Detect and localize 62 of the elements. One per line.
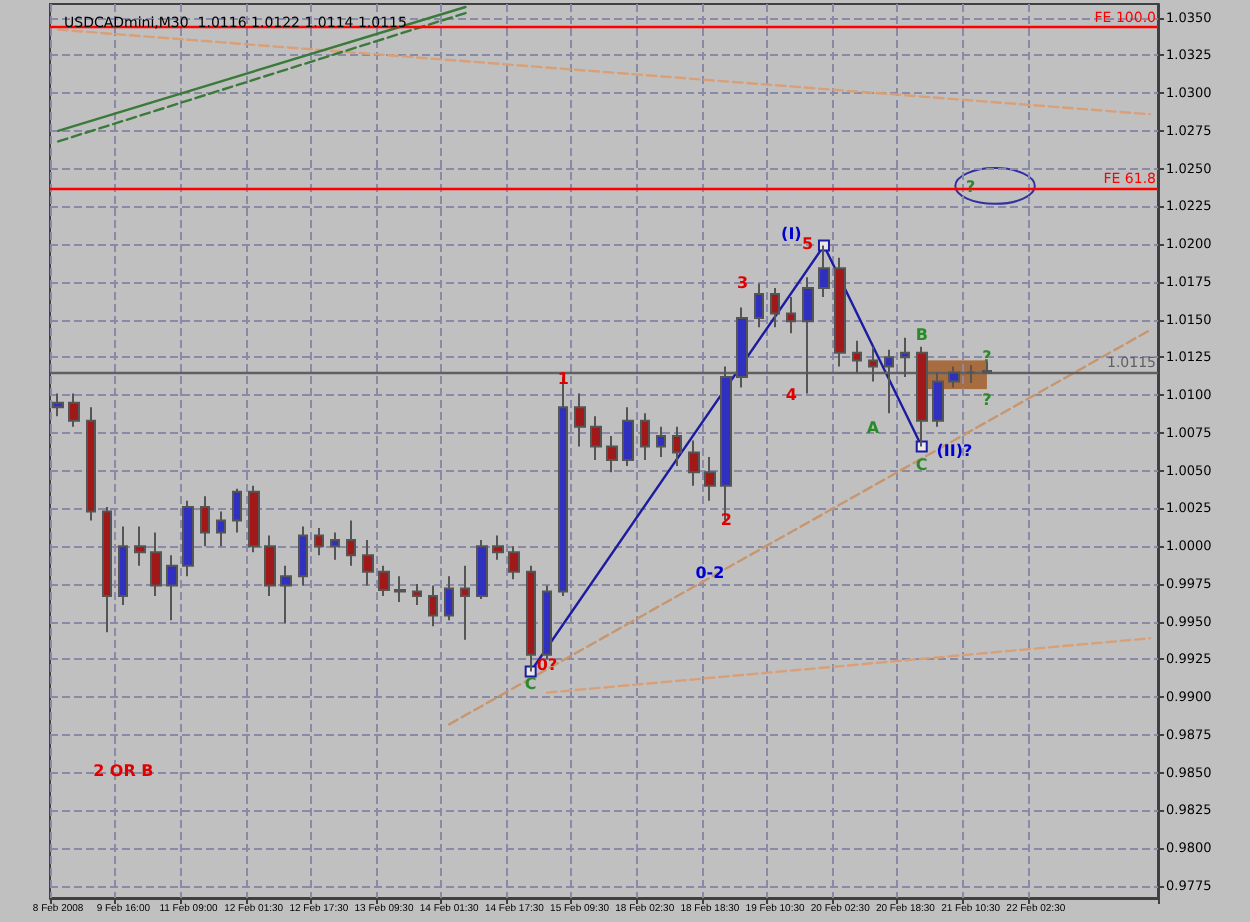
point	[817, 239, 830, 252]
annotation: A	[866, 419, 881, 438]
candlestick	[330, 531, 340, 561]
annotation: 2 OR B	[93, 762, 154, 781]
candlestick	[656, 425, 666, 459]
candlestick	[232, 487, 242, 534]
point	[524, 665, 537, 678]
annotation: 0?	[536, 656, 558, 675]
candlestick	[574, 392, 586, 448]
candlestick	[606, 434, 618, 474]
candlestick	[640, 412, 650, 462]
candlestick	[508, 545, 520, 581]
candlestick	[394, 575, 406, 604]
annotation: (II)?	[936, 442, 973, 460]
annotation: 2	[720, 511, 732, 530]
annotation: 1	[557, 369, 570, 388]
annotation: 5	[802, 235, 815, 254]
candlestick	[248, 484, 260, 554]
point	[915, 440, 928, 453]
candlestick	[68, 392, 80, 428]
annotation: B	[915, 325, 928, 344]
annotation: (I)	[781, 224, 802, 243]
candlestick	[688, 439, 700, 487]
candlestick	[200, 495, 210, 548]
annotation: 0-2	[695, 564, 725, 583]
candlestick	[314, 527, 324, 557]
candlestick	[118, 525, 128, 607]
candlestick	[444, 575, 454, 622]
candlestick	[102, 505, 112, 634]
annotation: C	[915, 455, 928, 474]
annotation: 4	[785, 386, 798, 405]
candlestick	[590, 415, 602, 462]
candlestick	[542, 584, 552, 661]
annotation: C	[524, 674, 537, 693]
candlestick	[460, 564, 470, 641]
candlestick	[166, 554, 178, 622]
candlestick	[280, 564, 292, 625]
candlestick	[412, 582, 422, 607]
candlestick	[428, 584, 438, 628]
candlestick	[704, 456, 716, 502]
annotation: ?	[982, 348, 993, 367]
candlestick	[378, 564, 390, 597]
candlestick	[672, 425, 682, 468]
candlestick	[754, 282, 764, 329]
candlestick	[150, 531, 162, 597]
annotation: ?	[982, 390, 993, 409]
candlestick	[492, 534, 504, 561]
candlestick	[182, 499, 194, 578]
candlestick	[834, 256, 846, 368]
candlestick	[622, 406, 634, 468]
candlestick	[52, 392, 64, 418]
candlestick	[362, 539, 374, 587]
candlestick	[134, 525, 146, 567]
candlestick	[476, 539, 488, 600]
annotation: 3	[736, 274, 749, 293]
candlestick	[346, 519, 356, 567]
candlestick	[770, 286, 780, 329]
candlestick	[298, 525, 308, 587]
candlestick	[86, 406, 96, 522]
candlestick	[786, 295, 796, 335]
candlestick	[264, 534, 276, 597]
candlestick	[216, 510, 226, 548]
